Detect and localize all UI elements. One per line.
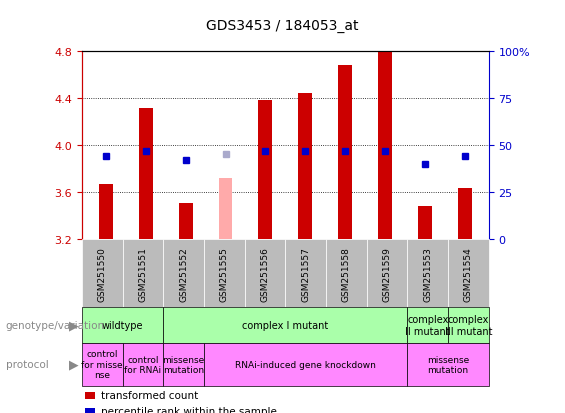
Text: GSM251559: GSM251559 [383,246,392,301]
Bar [219,178,232,240]
Text: complex I mutant: complex I mutant [242,320,328,330]
Text: ▶: ▶ [68,319,79,332]
Bar [258,101,272,240]
Text: missense
mutation: missense mutation [163,355,205,374]
Text: GSM251557: GSM251557 [301,246,310,301]
Text: GSM251556: GSM251556 [260,246,270,301]
Text: GDS3453 / 184053_at: GDS3453 / 184053_at [206,19,359,33]
Bar [378,52,392,240]
Text: GSM251558: GSM251558 [342,246,351,301]
Text: missense
mutation: missense mutation [427,355,469,374]
Text: control
for misse
nse: control for misse nse [81,350,123,379]
Text: transformed count: transformed count [101,391,198,401]
Bar [298,94,312,240]
Text: protocol: protocol [6,359,49,370]
Text: GSM251552: GSM251552 [179,246,188,301]
Text: GSM251554: GSM251554 [464,246,473,301]
Bar [458,189,472,240]
Bar [139,109,153,240]
Text: ▶: ▶ [68,358,79,371]
Text: wildtype: wildtype [102,320,144,330]
Bar [179,203,193,240]
Text: genotype/variation: genotype/variation [6,320,105,330]
Text: RNAi-induced gene knockdown: RNAi-induced gene knockdown [235,360,376,369]
Bar [418,206,432,240]
Text: GSM251551: GSM251551 [138,246,147,301]
Text: complex
II mutant: complex II mutant [406,314,450,336]
Text: control
for RNAi: control for RNAi [124,355,162,374]
Bar [338,66,352,240]
Text: GSM251550: GSM251550 [98,246,107,301]
Text: GSM251555: GSM251555 [220,246,229,301]
Bar [99,184,113,240]
Text: GSM251553: GSM251553 [423,246,432,301]
Text: complex
III mutant: complex III mutant [445,314,492,336]
Text: percentile rank within the sample: percentile rank within the sample [101,406,276,413]
